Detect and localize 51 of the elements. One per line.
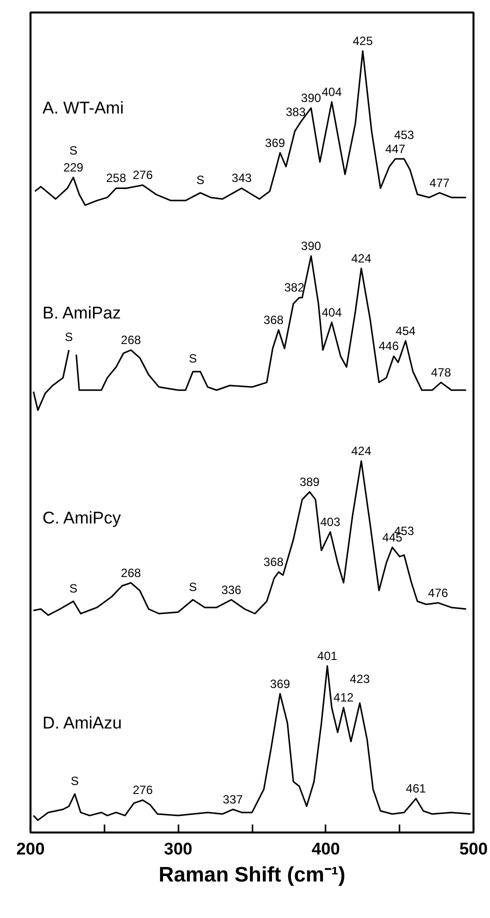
annotation: 404 (322, 305, 342, 320)
annotation: S (188, 352, 197, 366)
annotation: S (196, 172, 204, 187)
x-axis-title: Raman Shift (cm⁻¹) (158, 864, 346, 886)
x-tick-label: 200 (16, 840, 45, 858)
text: A. WT-Ami (42, 98, 124, 118)
annotation: 336 (221, 582, 242, 597)
annotation: 368 (264, 313, 284, 328)
text: B. AmiPaz (42, 304, 121, 322)
annotation: 477 (430, 176, 450, 190)
annotation: 401 (317, 649, 338, 664)
annotation: 423 (350, 672, 370, 686)
annotation: 389 (300, 474, 320, 489)
annotation: 383 (286, 104, 306, 119)
x-tick-label: 300 (164, 840, 192, 858)
annotation: 390 (301, 91, 322, 106)
annotation: 382 (284, 280, 305, 295)
annotation: 229 (63, 160, 84, 174)
annotation: S (69, 143, 78, 158)
annotation: 425 (352, 34, 374, 48)
annotation: 369 (265, 136, 286, 150)
annotation: 276 (132, 783, 154, 798)
annotation: 343 (232, 171, 252, 186)
annotation: 258 (106, 171, 126, 186)
annotation: 424 (351, 444, 372, 458)
annotation: 453 (394, 128, 414, 142)
annotation: S (188, 580, 197, 594)
annotation: 268 (120, 566, 142, 580)
annotation: 276 (132, 168, 154, 182)
annotation: 412 (334, 690, 354, 705)
annotation: 454 (396, 324, 416, 338)
annotation: 461 (406, 782, 426, 796)
annotation: 476 (428, 586, 448, 600)
annotation: 424 (351, 251, 372, 266)
x-tick-label: 500 (459, 840, 488, 858)
annotation: 268 (120, 333, 142, 348)
text: C. AmiPcy (42, 508, 122, 528)
annotation: 369 (270, 676, 290, 691)
annotation: 368 (264, 555, 284, 570)
annotation: 403 (320, 514, 341, 529)
annotation: 447 (385, 142, 406, 156)
annotation: 478 (431, 365, 452, 380)
annotation: 446 (378, 339, 400, 354)
annotation: S (70, 774, 79, 788)
x-tick-label: 400 (312, 840, 340, 858)
annotation: 404 (322, 84, 342, 99)
text: D. AmiAzu (42, 714, 122, 732)
annotation: 390 (301, 239, 322, 254)
annotation: S (64, 330, 73, 344)
annotation: 337 (222, 792, 244, 806)
annotation: S (69, 581, 78, 596)
